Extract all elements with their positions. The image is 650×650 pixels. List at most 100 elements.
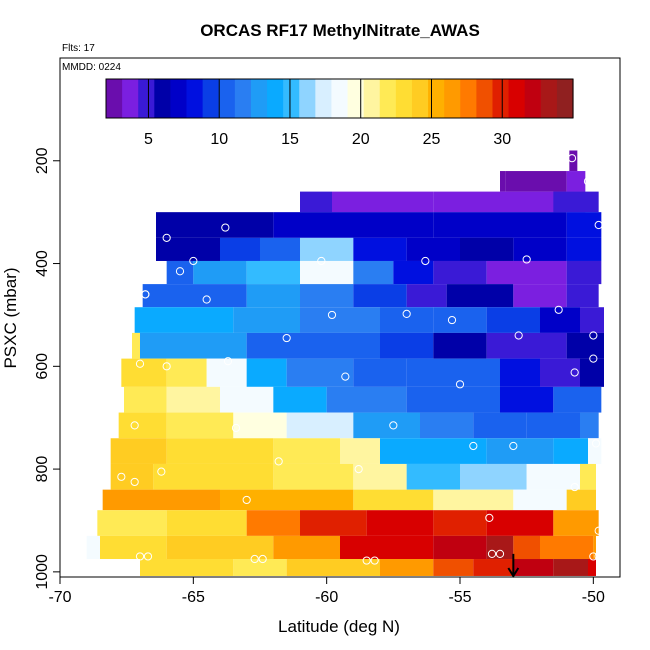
heatmap-cell (513, 237, 567, 261)
heatmap-cell (566, 237, 602, 261)
heatmap-cell (526, 463, 580, 490)
sample-point (258, 554, 267, 564)
sample-point (583, 177, 593, 186)
colorbar-tick-label: 15 (281, 131, 299, 148)
sample-point (522, 255, 531, 264)
heatmap-cell (220, 489, 354, 511)
heatmap-cell (273, 386, 327, 413)
sample-point (362, 556, 371, 565)
heatmap-cell (124, 386, 167, 413)
heatmap-cell (500, 386, 554, 413)
heatmap-cell (486, 307, 540, 333)
sample-point (554, 305, 563, 314)
heatmap-cell (246, 332, 300, 359)
sample-point (509, 441, 518, 451)
sample-point (141, 290, 150, 299)
heatmap-cell (380, 438, 487, 464)
heatmap-cell (580, 412, 599, 439)
heatmap-cell (486, 535, 514, 560)
heatmap-cell (260, 237, 300, 261)
heatmap-cell (273, 535, 340, 560)
colorbar-swatch (267, 79, 284, 118)
sample-point (594, 552, 603, 561)
sample-point (594, 526, 603, 535)
heatmap-cell (353, 260, 394, 285)
colorbar-swatch (202, 79, 220, 118)
heatmap-cell (166, 438, 274, 464)
heatmap-cell (588, 559, 596, 576)
heatmap-cells (86, 150, 604, 576)
sample-point (221, 223, 230, 232)
x-tick-label: -65 (182, 589, 205, 606)
heatmap-cell (246, 260, 300, 285)
heatmap-cell (340, 438, 380, 464)
colorbar-swatch (218, 79, 236, 118)
heatmap-cell (500, 171, 506, 192)
heatmap-cell (353, 412, 420, 439)
heatmap-cell (110, 463, 154, 490)
sample-point (162, 362, 171, 371)
sample-point (130, 477, 139, 487)
heatmap-cell (406, 237, 460, 261)
heatmap-cell (593, 535, 596, 560)
heatmap-cell (553, 510, 580, 536)
heatmap-cell (220, 237, 260, 261)
y-tick-label: 400 (34, 250, 51, 277)
x-tick-label: -70 (48, 589, 71, 606)
sample-point (354, 464, 363, 474)
colorbar-swatch (154, 79, 172, 118)
sample-points (117, 154, 603, 565)
sample-point (242, 495, 251, 505)
sample-point (570, 482, 579, 492)
sample-point (487, 549, 497, 558)
heatmap-cell (300, 191, 332, 213)
heatmap-cell (132, 332, 140, 359)
colorbar-swatch (122, 79, 139, 118)
heatmap-cell (540, 307, 580, 333)
heatmap-cell (580, 307, 604, 333)
heatmap-cell (166, 535, 274, 560)
x-tick-label: -50 (582, 589, 605, 606)
heatmap-cell (140, 559, 234, 576)
sample-point (135, 552, 145, 561)
colorbar-tick-label: 30 (493, 131, 511, 148)
sample-point (135, 359, 145, 368)
sample-point (370, 556, 379, 565)
heatmap-cell (566, 284, 599, 308)
heatmap-cell (513, 489, 567, 511)
sample-point (589, 552, 598, 561)
heatmap-cell (153, 463, 274, 490)
heatmap-cell (233, 559, 287, 576)
colorbar-swatch (492, 79, 510, 118)
heatmap-cell (566, 489, 596, 511)
sample-point (594, 220, 603, 230)
heatmap-cell (140, 332, 247, 359)
colorbar-swatch (299, 79, 316, 118)
heatmap-cell (300, 332, 380, 359)
colorbar-swatch (138, 79, 155, 118)
sample-point (341, 372, 350, 381)
heatmap-cell (300, 510, 367, 536)
heatmap-cell (86, 535, 100, 560)
arrow-head (507, 567, 520, 578)
heatmap-cell (505, 171, 567, 192)
heatmap-cell (486, 510, 554, 536)
y-tick-label: 1000 (34, 554, 51, 590)
heatmap-cell (580, 463, 596, 490)
heatmap-cell (446, 284, 514, 308)
y-axis-label: PSXC (mbar) (1, 267, 20, 368)
colorbar-swatch (508, 79, 526, 118)
heatmap-cell (380, 559, 434, 576)
heatmap-cell (460, 237, 514, 261)
heatmap-cell (100, 535, 167, 560)
heatmap-cell (553, 438, 588, 464)
heatmap-cell (134, 307, 234, 333)
sample-point (455, 380, 465, 389)
sample-point (589, 354, 598, 363)
heatmap-cell (380, 307, 434, 333)
heatmap-cell (486, 438, 554, 464)
colorbar-tick-label: 25 (423, 131, 441, 148)
heatmap-cell (166, 412, 234, 439)
colorbar-tick-label: 10 (210, 131, 228, 148)
